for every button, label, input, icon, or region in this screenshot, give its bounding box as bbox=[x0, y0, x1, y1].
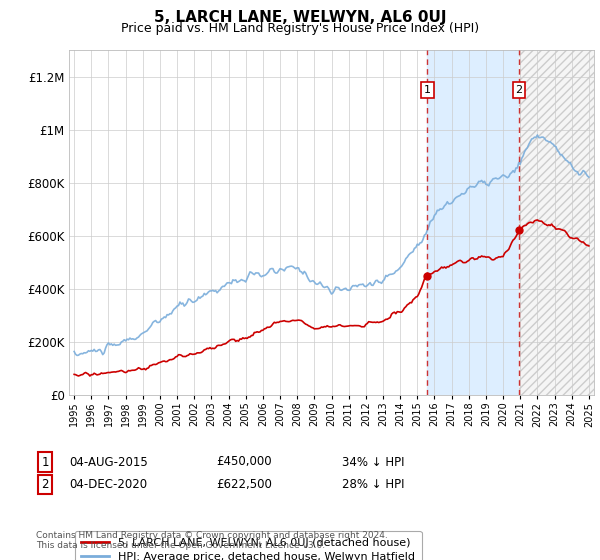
Text: 28% ↓ HPI: 28% ↓ HPI bbox=[342, 478, 404, 491]
Text: 5, LARCH LANE, WELWYN, AL6 0UJ: 5, LARCH LANE, WELWYN, AL6 0UJ bbox=[154, 10, 446, 25]
Legend: 5, LARCH LANE, WELWYN, AL6 0UJ (detached house), HPI: Average price, detached ho: 5, LARCH LANE, WELWYN, AL6 0UJ (detached… bbox=[74, 531, 422, 560]
Text: £450,000: £450,000 bbox=[216, 455, 272, 469]
Text: Contains HM Land Registry data © Crown copyright and database right 2024.
This d: Contains HM Land Registry data © Crown c… bbox=[36, 531, 388, 550]
Text: 1: 1 bbox=[41, 455, 49, 469]
Text: 04-DEC-2020: 04-DEC-2020 bbox=[69, 478, 147, 491]
Text: Price paid vs. HM Land Registry's House Price Index (HPI): Price paid vs. HM Land Registry's House … bbox=[121, 22, 479, 35]
Text: 1: 1 bbox=[424, 85, 431, 95]
Bar bbox=[427, 50, 519, 395]
Text: £622,500: £622,500 bbox=[216, 478, 272, 491]
Text: 2: 2 bbox=[515, 85, 523, 95]
Bar bbox=[519, 50, 598, 395]
Text: 04-AUG-2015: 04-AUG-2015 bbox=[69, 455, 148, 469]
Text: 34% ↓ HPI: 34% ↓ HPI bbox=[342, 455, 404, 469]
Bar bbox=[519, 50, 598, 395]
Text: 2: 2 bbox=[41, 478, 49, 491]
